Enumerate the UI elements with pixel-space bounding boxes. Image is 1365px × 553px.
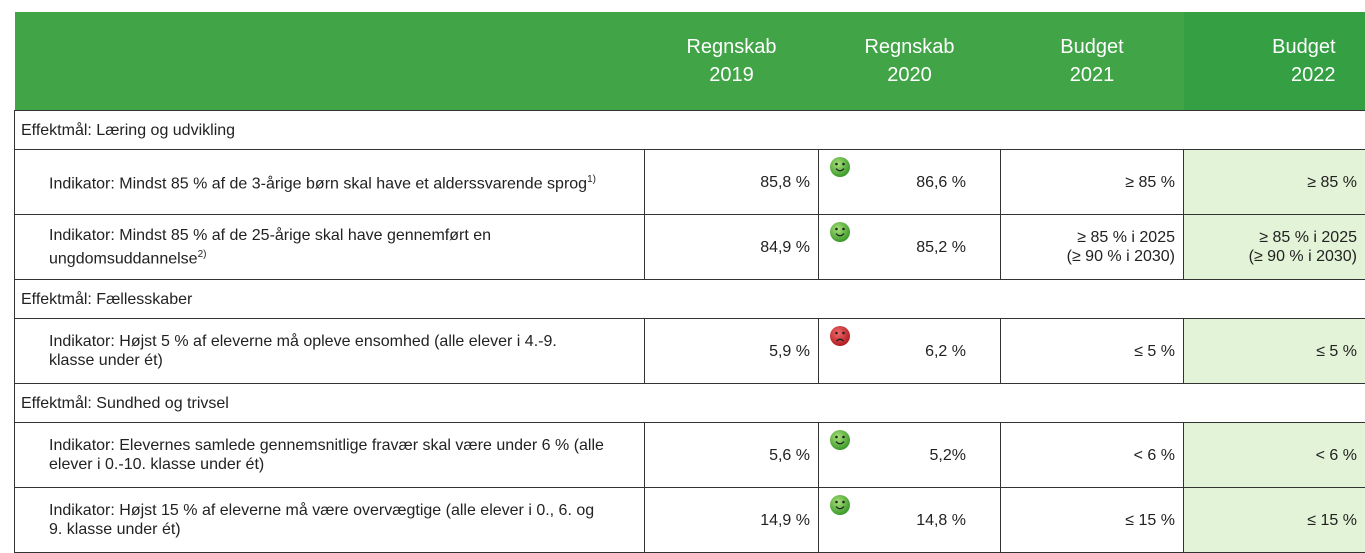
header-line: Budget (1194, 33, 1336, 61)
value-cell: 5,6 % (645, 423, 819, 488)
section-title-cell: Effektmål: Læring og udvikling (15, 111, 1365, 150)
indicator-text: Indikator: Mindst 85 % af de 25-årige sk… (49, 227, 491, 267)
indicator-text: Indikator: Højst 5 % af eleverne må ople… (49, 333, 557, 369)
budget-2022: ≥ 85 % (1192, 173, 1357, 192)
value-cell: ≤ 15 % (1184, 488, 1365, 553)
indicator-row: Indikator: Mindst 85 % af de 25-årige sk… (15, 215, 1365, 280)
table-body: Effektmål: Læring og udvikling Indikator:… (15, 111, 1365, 553)
value-2019: 5,6 % (769, 447, 810, 464)
value-2019: 14,9 % (760, 512, 810, 529)
value-cell: ≤ 15 % (1001, 488, 1184, 553)
section-row: Effektmål: Læring og udvikling (15, 111, 1365, 150)
value-cell: 14,9 % (645, 488, 819, 553)
indicator-cell: Indikator: Højst 15 % af eleverne må vær… (15, 488, 645, 553)
budget-2022: ≤ 15 % (1192, 511, 1357, 530)
header-line: Regnskab (655, 33, 809, 61)
indicator-text: Indikator: Højst 15 % af eleverne må vær… (49, 502, 594, 538)
header-line: 2021 (1011, 61, 1174, 89)
happy-face-icon (829, 221, 851, 243)
section-row: Effektmål: Fællesskaber (15, 280, 1365, 319)
indicator-cell: Indikator: Højst 5 % af eleverne må ople… (15, 319, 645, 384)
header-line: 2020 (829, 61, 991, 89)
header-blank (15, 12, 645, 111)
section-title: Effektmål: Læring og udvikling (21, 122, 235, 139)
value-cell: < 6 % (1184, 423, 1365, 488)
value-2020: 6,2 % (925, 343, 966, 360)
budget-2021: ≥ 85 % (1009, 173, 1175, 192)
indicator-cell: Indikator: Mindst 85 % af de 3-årige bør… (15, 150, 645, 215)
indicator-row: Indikator: Højst 15 % af eleverne må vær… (15, 488, 1365, 553)
budget-2022: ≤ 5 % (1192, 342, 1357, 361)
value-cell: 86,6 % (819, 150, 1001, 215)
header-line: Regnskab (829, 33, 991, 61)
budget-2022: ≥ 85 % i 2025 (1192, 228, 1357, 247)
value-cell: 5,9 % (645, 319, 819, 384)
section-title: Effektmål: Fællesskaber (21, 291, 192, 308)
value-cell: 14,8 % (819, 488, 1001, 553)
value-cell: 85,8 % (645, 150, 819, 215)
value-cell: 6,2 % (819, 319, 1001, 384)
footnote-mark: 1) (587, 174, 596, 185)
budget-2021: ≥ 85 % i 2025 (1009, 228, 1175, 247)
value-cell: ≥ 85 % (1184, 150, 1365, 215)
indicator-text: Indikator: Elevernes samlede gennemsnitl… (49, 437, 604, 473)
value-2019: 84,9 % (760, 239, 810, 256)
value-2019: 85,8 % (760, 174, 810, 191)
header-line: 2022 (1194, 61, 1336, 89)
happy-face-icon (829, 494, 851, 516)
indicator-row: Indikator: Elevernes samlede gennemsnitl… (15, 423, 1365, 488)
value-cell: ≥ 85 % i 2025(≥ 90 % i 2030) (1001, 215, 1184, 280)
section-title-cell: Effektmål: Sundhed og trivsel (15, 384, 1365, 423)
header-line: 2019 (655, 61, 809, 89)
value-cell: 5,2% (819, 423, 1001, 488)
value-cell: ≤ 5 % (1184, 319, 1365, 384)
value-cell: ≥ 85 % i 2025(≥ 90 % i 2030) (1184, 215, 1365, 280)
sad-face-icon (829, 325, 851, 347)
budget-2022: < 6 % (1192, 446, 1357, 465)
value-cell: < 6 % (1001, 423, 1184, 488)
indicator-row: Indikator: Højst 5 % af eleverne må ople… (15, 319, 1365, 384)
header-line: Budget (1011, 33, 1174, 61)
value-2020: 85,2 % (916, 239, 966, 256)
happy-face-icon (829, 429, 851, 451)
value-cell: 84,9 % (645, 215, 819, 280)
budget-2021: (≥ 90 % i 2030) (1009, 247, 1175, 266)
section-row: Effektmål: Sundhed og trivsel (15, 384, 1365, 423)
indicator-cell: Indikator: Mindst 85 % af de 25-årige sk… (15, 215, 645, 280)
budget-2022: (≥ 90 % i 2030) (1192, 247, 1357, 266)
budget-2021: ≤ 15 % (1009, 511, 1175, 530)
section-title: Effektmål: Sundhed og trivsel (21, 395, 229, 412)
section-title-cell: Effektmål: Fællesskaber (15, 280, 1365, 319)
happy-face-icon (829, 156, 851, 178)
footnote-mark: 2) (198, 249, 207, 260)
budget-2021: ≤ 5 % (1009, 342, 1175, 361)
indicator-row: Indikator: Mindst 85 % af de 3-årige bør… (15, 150, 1365, 215)
indicator-text: Indikator: Mindst 85 % af de 3-årige bør… (49, 176, 587, 193)
value-cell: ≥ 85 % (1001, 150, 1184, 215)
value-2020: 14,8 % (916, 512, 966, 529)
value-2020: 86,6 % (916, 174, 966, 191)
value-2019: 5,9 % (769, 343, 810, 360)
budget-2021: < 6 % (1009, 446, 1175, 465)
indicator-cell: Indikator: Elevernes samlede gennemsnitl… (15, 423, 645, 488)
value-2020: 5,2% (930, 447, 966, 464)
value-cell: 85,2 % (819, 215, 1001, 280)
value-cell: ≤ 5 % (1001, 319, 1184, 384)
